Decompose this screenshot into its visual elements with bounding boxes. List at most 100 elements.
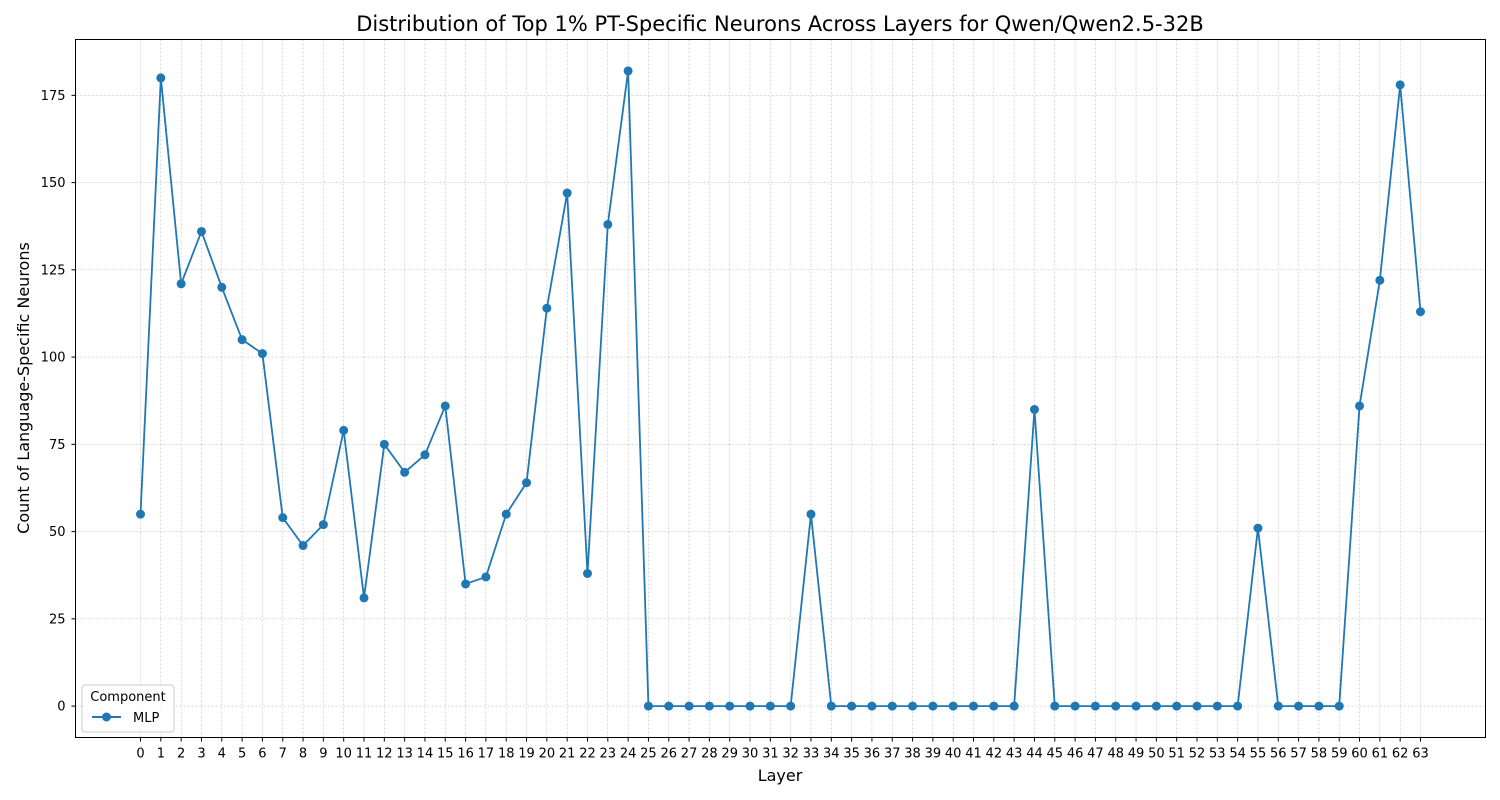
x-tick-label: 55 [1250, 747, 1267, 762]
data-point [989, 701, 999, 711]
x-tick-label: 40 [945, 747, 962, 762]
x-tick-label: 31 [762, 747, 779, 762]
data-point [1029, 404, 1039, 414]
x-tick-label: 44 [1026, 747, 1043, 762]
x-tick-label: 14 [417, 747, 434, 762]
x-tick-label: 2 [177, 747, 185, 762]
legend-title: Component [90, 690, 165, 705]
data-point [603, 219, 613, 229]
x-tick-label: 47 [1087, 747, 1104, 762]
x-tick-label: 30 [742, 747, 759, 762]
data-point [1415, 307, 1425, 317]
x-tick-label: 27 [681, 747, 698, 762]
data-point [237, 335, 247, 345]
data-point [1334, 701, 1344, 711]
y-tick-label: 75 [49, 438, 66, 453]
x-tick-label: 12 [376, 747, 393, 762]
data-point [928, 701, 938, 711]
data-point [196, 226, 206, 236]
data-point [1090, 701, 1100, 711]
x-tick-label: 43 [1006, 747, 1023, 762]
x-tick-label: 4 [218, 747, 226, 762]
plot-frame [75, 39, 1486, 738]
data-point [1172, 701, 1182, 711]
x-tick-label: 29 [721, 747, 738, 762]
data-point [379, 439, 389, 449]
x-tick-label: 23 [600, 747, 617, 762]
x-tick-label: 41 [965, 747, 982, 762]
series-line [139, 70, 1422, 707]
x-tick-label: 16 [457, 747, 474, 762]
data-point [1131, 701, 1141, 711]
data-point [1294, 701, 1304, 711]
data-point [745, 701, 755, 711]
x-tick-label: 51 [1168, 747, 1185, 762]
data-point [501, 509, 511, 519]
x-tick-label: 22 [579, 747, 596, 762]
x-tick-label: 28 [701, 747, 718, 762]
x-tick-label: 15 [437, 747, 454, 762]
x-tick-label: 10 [335, 747, 352, 762]
data-point [1070, 701, 1080, 711]
data-point [786, 701, 796, 711]
data-point [257, 349, 267, 359]
x-tick-label: 42 [986, 747, 1003, 762]
x-tick-label: 49 [1128, 747, 1145, 762]
x-tick-label: 53 [1209, 747, 1226, 762]
data-point [969, 701, 979, 711]
x-tick-label: 8 [299, 747, 307, 762]
data-point [420, 450, 430, 460]
x-axis-title: Layer [758, 766, 803, 785]
x-tick-label: 34 [823, 747, 840, 762]
data-point [400, 467, 410, 477]
y-tick-label: 175 [41, 89, 66, 104]
y-tick-label: 125 [41, 263, 66, 278]
y-tick-label: 150 [41, 176, 66, 191]
data-point [948, 701, 958, 711]
x-tick-label: 21 [559, 747, 576, 762]
data-point [136, 509, 146, 519]
data-point [542, 303, 552, 313]
data-point [765, 701, 775, 711]
x-tick-label: 36 [864, 747, 881, 762]
data-point [1151, 701, 1161, 711]
data-point [359, 593, 369, 603]
x-tick-label: 24 [620, 747, 637, 762]
x-tick-label: 7 [279, 747, 287, 762]
data-point [1192, 701, 1202, 711]
x-tick-label: 25 [640, 747, 657, 762]
x-tick-label: 38 [904, 747, 921, 762]
data-point [582, 568, 592, 578]
x-tick-label: 0 [136, 747, 144, 762]
data-point [1253, 523, 1263, 533]
data-point [806, 509, 816, 519]
data-point [461, 579, 471, 589]
chart-title: Distribution of Top 1% PT-Specific Neuro… [356, 12, 1204, 36]
data-point [1050, 701, 1060, 711]
x-tick-label: 46 [1067, 747, 1084, 762]
legend: Component MLP [81, 684, 175, 733]
data-point [217, 282, 227, 292]
data-point [684, 701, 694, 711]
data-point [867, 701, 877, 711]
data-point [298, 541, 308, 551]
data-point [1375, 275, 1385, 285]
x-tick-label: 32 [782, 747, 799, 762]
data-point [847, 701, 857, 711]
data-point [826, 701, 836, 711]
x-tick-label: 19 [518, 747, 535, 762]
data-point [481, 572, 491, 582]
data-point [278, 513, 288, 523]
x-axis: 0 1 2 3 4 5 6 7 8 9 10 11 12 13 14 15 16 17 18 19 20 21 22 23 24… [136, 737, 1429, 762]
x-tick-label: 57 [1290, 747, 1307, 762]
data-point [664, 701, 674, 711]
x-tick-label: 3 [197, 747, 205, 762]
y-axis: 0 25 50 75 100 125 150 175 [41, 89, 76, 715]
data-point [704, 701, 714, 711]
data-point [1009, 701, 1019, 711]
x-tick-label: 48 [1107, 747, 1124, 762]
x-tick-label: 13 [396, 747, 413, 762]
x-tick-label: 61 [1372, 747, 1389, 762]
legend-label-mlp: MLP [133, 711, 159, 726]
